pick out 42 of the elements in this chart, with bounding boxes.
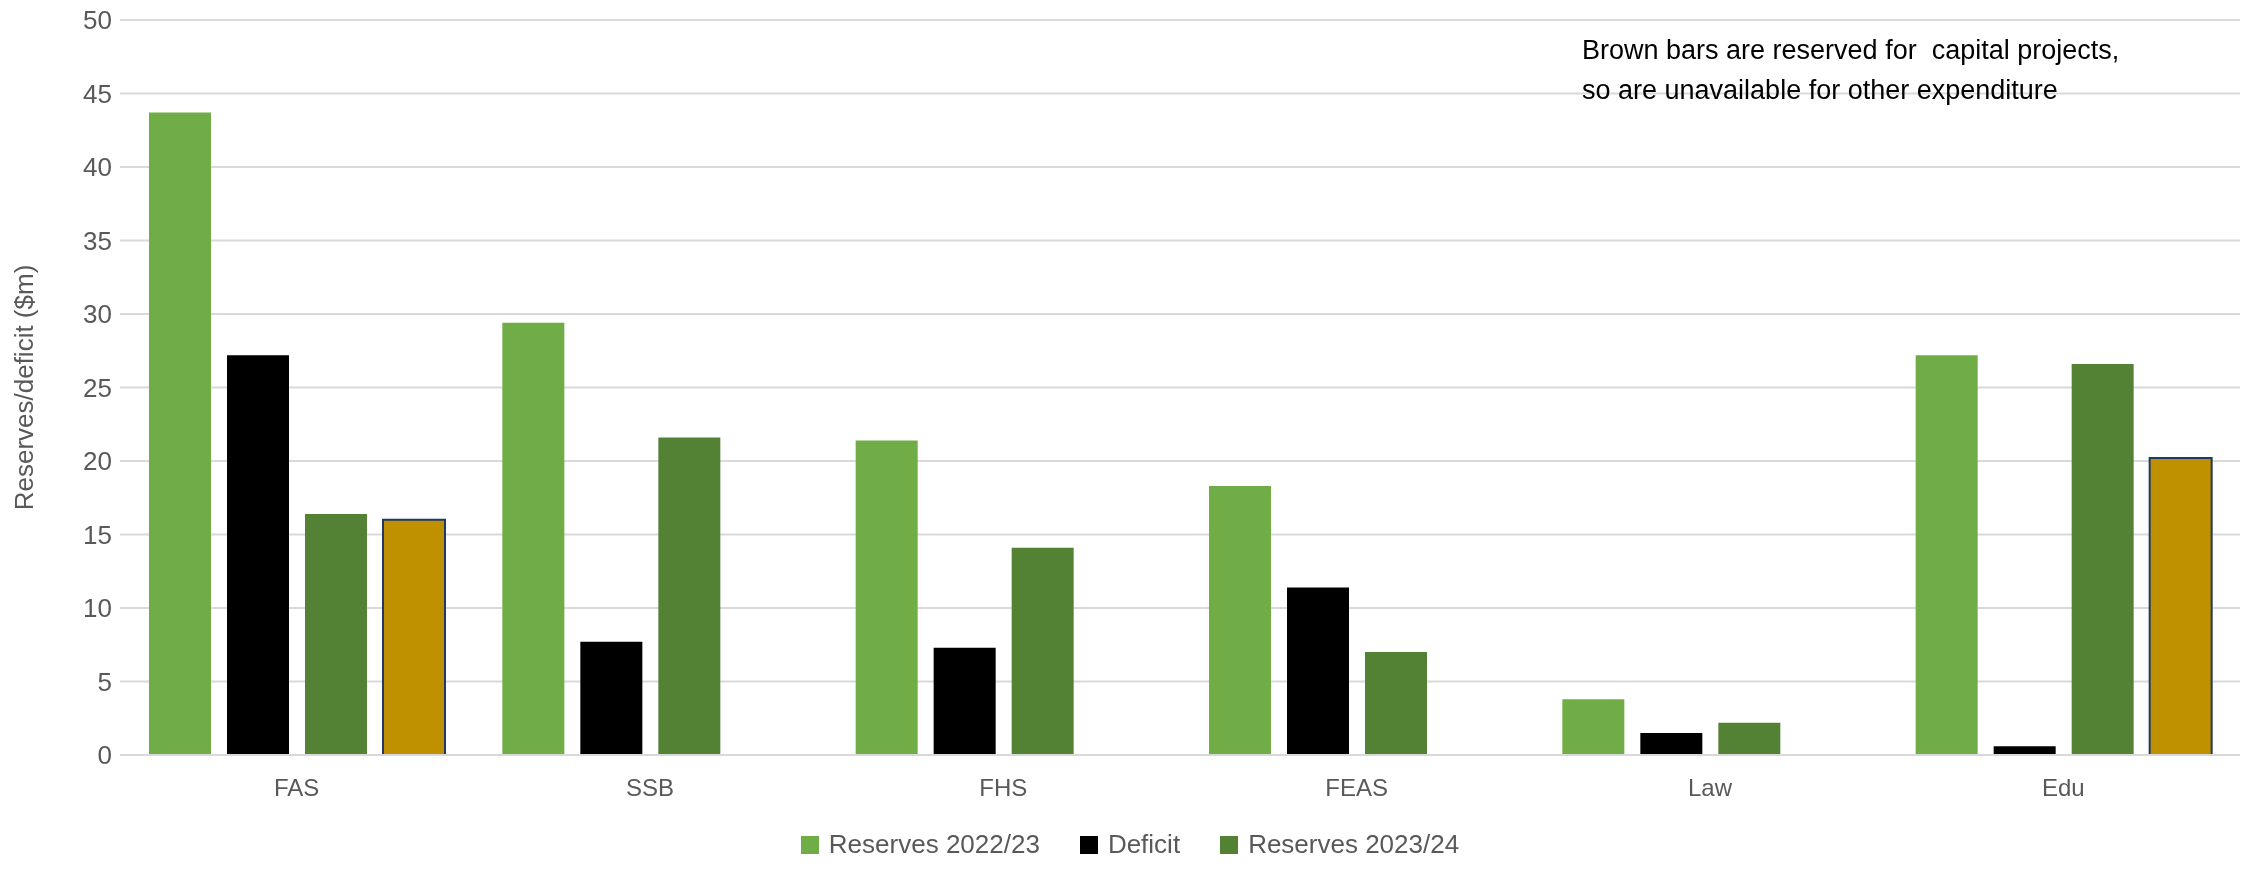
bar	[658, 437, 721, 755]
bar	[855, 440, 918, 755]
bar	[1915, 355, 1978, 755]
bar	[580, 641, 643, 755]
bar	[1562, 699, 1625, 755]
annotation: Brown bars are reserved for capital projects, so are unavailable for other expenditure	[1582, 34, 2121, 107]
legend-label: Deficit	[1107, 829, 1181, 860]
bar	[2071, 363, 2134, 755]
bar	[502, 322, 565, 755]
bar	[1365, 652, 1427, 755]
x-tick-label: SSB	[625, 774, 675, 802]
y-tick-label: 15	[83, 519, 112, 550]
y-tick-label: 30	[83, 299, 112, 330]
bar	[1287, 587, 1349, 755]
x-tick-label: FHS	[979, 774, 1028, 802]
bar	[933, 647, 996, 755]
y-axis-title: Reserves/deficit ($m)	[9, 264, 40, 511]
y-tick-label: 45	[83, 78, 112, 109]
y-tick-label: 50	[83, 5, 112, 36]
bar	[1640, 732, 1703, 755]
y-tick-label: 40	[83, 152, 112, 183]
y-tick-label: 0	[97, 740, 112, 771]
legend-label: Reserves 2023/24	[1248, 829, 1460, 860]
y-tick-label: 35	[83, 225, 112, 256]
x-tick-label: Law	[1687, 774, 1733, 802]
bar	[382, 518, 446, 755]
y-tick-label: 25	[83, 372, 112, 403]
y-tick-label: 10	[83, 593, 112, 624]
y-tick-label: 5	[97, 666, 112, 697]
bar	[227, 355, 289, 755]
y-tick-label: 20	[83, 446, 112, 477]
x-tick-label: Edu	[2041, 774, 2085, 802]
bar	[1993, 746, 2056, 755]
legend-label: Reserves 2022/23	[828, 829, 1040, 860]
bar	[2148, 457, 2213, 755]
bar	[1011, 547, 1074, 755]
x-tick-label: FEAS	[1325, 774, 1389, 802]
bar	[305, 513, 367, 755]
bar	[1209, 485, 1271, 755]
bar	[1718, 722, 1781, 755]
x-tick-label: FAS	[273, 774, 320, 802]
bar	[149, 112, 211, 755]
